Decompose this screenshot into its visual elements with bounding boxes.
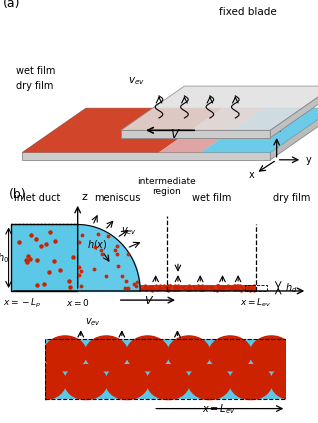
Circle shape — [230, 365, 272, 400]
Text: fixed blade: fixed blade — [219, 7, 277, 17]
Text: $x=L_{ev}$: $x=L_{ev}$ — [240, 297, 272, 309]
Text: dry film: dry film — [16, 80, 53, 91]
Bar — [245, 285, 267, 291]
Text: meniscus: meniscus — [94, 193, 141, 203]
Polygon shape — [201, 108, 318, 152]
Bar — [140, 285, 256, 291]
Bar — [45, 339, 286, 398]
Text: x: x — [248, 170, 254, 179]
Circle shape — [126, 336, 169, 371]
Text: (a): (a) — [3, 0, 21, 11]
Text: wet film: wet film — [192, 193, 231, 203]
Circle shape — [250, 336, 293, 371]
Circle shape — [147, 365, 190, 400]
Polygon shape — [22, 152, 270, 160]
Text: $x=L_{ev}$: $x=L_{ev}$ — [202, 402, 235, 416]
Circle shape — [106, 365, 148, 400]
Polygon shape — [121, 130, 270, 138]
Text: wet film: wet film — [16, 66, 55, 76]
Circle shape — [23, 365, 66, 400]
Text: y: y — [305, 155, 311, 165]
Circle shape — [209, 336, 252, 371]
Polygon shape — [270, 108, 318, 160]
Circle shape — [65, 365, 107, 400]
Text: $v_{ev}$: $v_{ev}$ — [121, 225, 137, 236]
Bar — [45, 339, 286, 398]
Text: $h_0$: $h_0$ — [0, 251, 9, 265]
Polygon shape — [159, 108, 265, 152]
Text: dry film: dry film — [273, 193, 310, 203]
Bar — [11, 225, 78, 291]
Text: $x=0$: $x=0$ — [66, 297, 90, 308]
Circle shape — [168, 336, 210, 371]
Polygon shape — [270, 86, 318, 138]
Text: $v_{ev}$: $v_{ev}$ — [85, 316, 101, 328]
Text: $V$: $V$ — [144, 294, 154, 306]
Text: inlet duct: inlet duct — [14, 193, 61, 203]
Text: $v_{ev}$: $v_{ev}$ — [128, 76, 145, 88]
Circle shape — [188, 365, 231, 400]
Text: z: z — [276, 124, 281, 134]
Text: $x=-L_p$: $x=-L_p$ — [3, 297, 41, 310]
Text: intermediate
region: intermediate region — [137, 177, 196, 196]
Polygon shape — [22, 108, 318, 152]
Circle shape — [271, 365, 313, 400]
Text: z: z — [81, 192, 87, 202]
Text: $V$: $V$ — [169, 128, 180, 141]
Text: $h(x)$: $h(x)$ — [87, 238, 108, 251]
Circle shape — [291, 336, 318, 371]
Circle shape — [44, 336, 86, 371]
Polygon shape — [22, 108, 222, 152]
Circle shape — [85, 336, 128, 371]
Polygon shape — [121, 86, 318, 130]
Text: $h_d$: $h_d$ — [285, 281, 297, 295]
Text: (b): (b) — [9, 188, 26, 201]
